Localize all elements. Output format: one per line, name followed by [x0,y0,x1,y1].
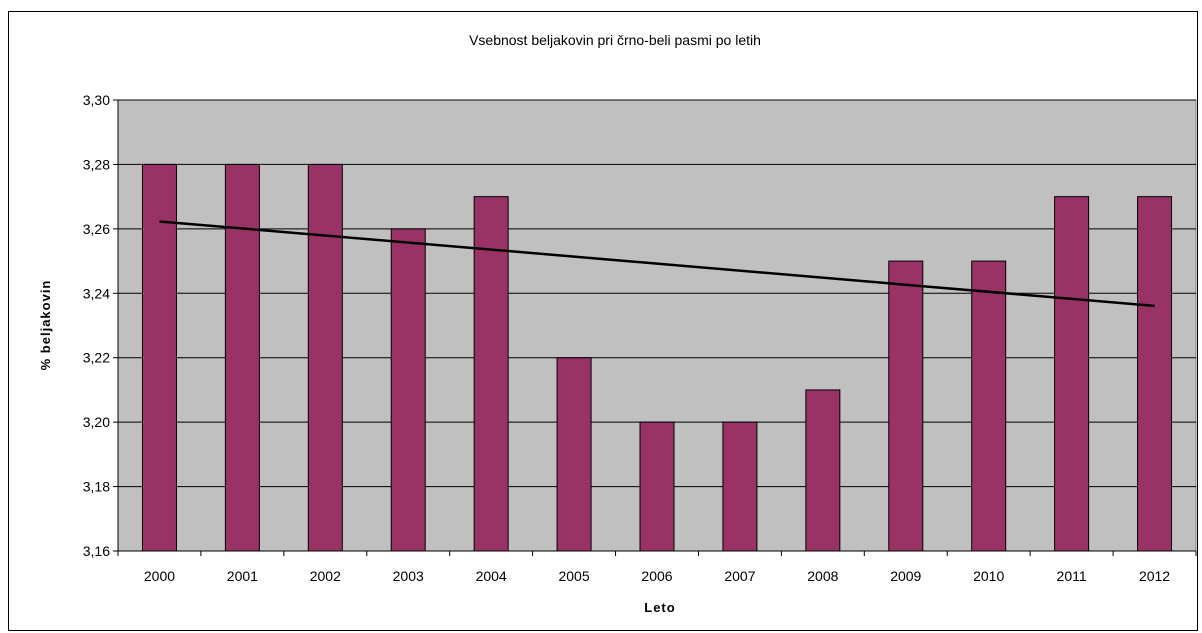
y-tick-label: 3,16 [83,543,110,559]
x-tick-label: 2009 [890,568,921,584]
y-tick-label: 3,26 [83,221,110,237]
x-tick-label: 2005 [558,568,589,584]
bar-2006 [639,421,675,552]
bar-2005 [556,357,592,552]
y-axis-label: % beljakovin [38,280,53,371]
x-tick-label: 2002 [310,568,341,584]
bar-2007 [722,421,758,552]
bar-2010 [971,260,1007,552]
bar-2009 [888,260,924,552]
y-tick-label: 3,18 [83,479,110,495]
x-axis-label: Leto [644,600,675,615]
bar-2011 [1054,196,1090,552]
y-tick-label: 3,24 [83,285,110,301]
bar-2004 [473,196,509,552]
y-axis-ticks: 3,16 3,18 3,20 3,22 3,24 3,26 3,28 3,30 [83,92,119,559]
x-tick-label: 2007 [724,568,755,584]
bars [141,163,1173,552]
bar-2003 [390,228,426,552]
x-tick-label: 2008 [807,568,838,584]
y-tick-label: 3,30 [83,92,110,108]
x-tick-label: 2003 [393,568,424,584]
trend-line [159,220,1155,308]
x-tick-label: 2012 [1139,568,1170,584]
x-tick-label: 2010 [973,568,1004,584]
x-tick-label: 2000 [144,568,175,584]
y-tick-label: 3,22 [83,350,110,366]
x-tick-label: 2004 [476,568,507,584]
bar-2008 [805,389,841,552]
x-tick-label: 2001 [227,568,258,584]
y-tick-label: 3,28 [83,156,110,172]
chart-title: Vsebnost beljakovin pri črno-beli pasmi … [469,32,761,48]
x-tick-label: 2006 [641,568,672,584]
bar-2012 [1137,196,1173,552]
y-tick-label: 3,20 [83,414,110,430]
x-axis-ticks: 2000 2001 2002 2003 2004 2005 2006 2007 2008 2009… [117,550,1197,584]
x-tick-label: 2011 [1057,568,1087,584]
bar-2001 [224,163,260,552]
bar-2002 [307,163,343,552]
